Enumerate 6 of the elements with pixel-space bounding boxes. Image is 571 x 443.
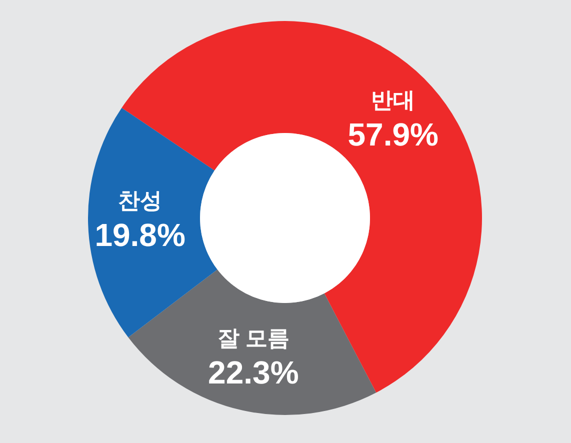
slice-label: 반대	[371, 87, 416, 112]
slice-label: 찬성	[118, 188, 162, 214]
data-label: 22.3%	[208, 354, 299, 391]
data-label: 57.9%	[348, 116, 438, 152]
data-label: 19.8%	[94, 217, 186, 254]
slice-label: 잘 모름	[217, 326, 290, 351]
